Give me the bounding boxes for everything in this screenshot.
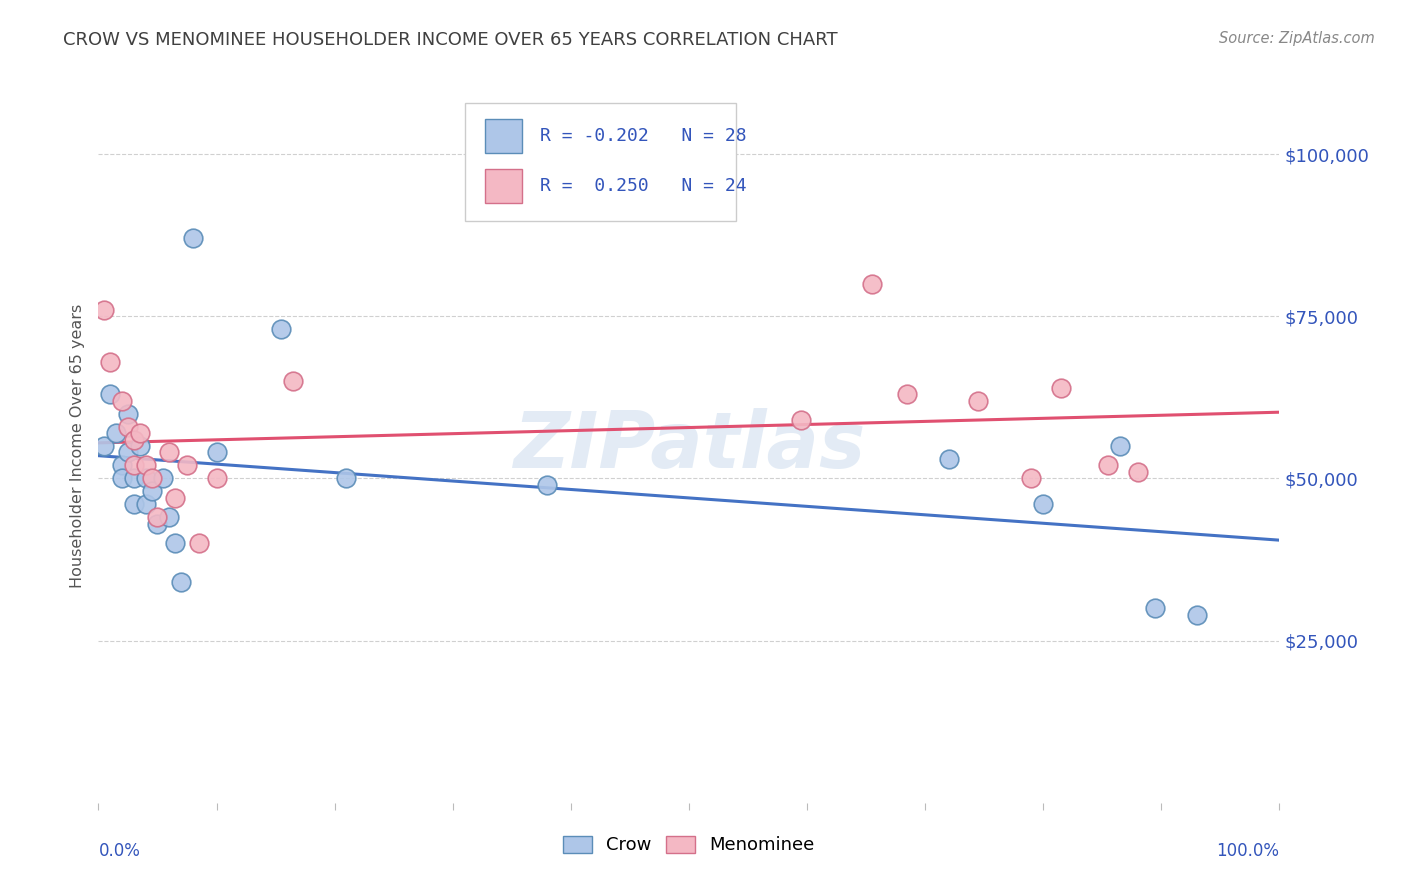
Point	[111, 471, 134, 485]
Point	[146, 510, 169, 524]
Legend: Crow, Menominee: Crow, Menominee	[555, 829, 823, 862]
Point	[967, 393, 990, 408]
Point	[187, 536, 209, 550]
Point	[98, 387, 121, 401]
Point	[111, 393, 134, 408]
Point	[117, 419, 139, 434]
Point	[181, 231, 204, 245]
Point	[128, 425, 150, 440]
Point	[93, 302, 115, 317]
Text: ZIPatlas: ZIPatlas	[513, 408, 865, 484]
Point	[122, 497, 145, 511]
Point	[135, 497, 157, 511]
Text: 0.0%: 0.0%	[98, 842, 141, 860]
Point	[860, 277, 883, 291]
Point	[896, 387, 918, 401]
Text: Source: ZipAtlas.com: Source: ZipAtlas.com	[1219, 31, 1375, 46]
Point	[1021, 471, 1043, 485]
Point	[1144, 601, 1167, 615]
Bar	[485, 120, 523, 153]
Point	[1109, 439, 1132, 453]
Point	[93, 439, 115, 453]
Point	[135, 471, 157, 485]
Text: 100.0%: 100.0%	[1216, 842, 1279, 860]
Point	[122, 471, 145, 485]
Point	[176, 458, 198, 473]
Point	[283, 374, 305, 388]
Point	[205, 445, 228, 459]
Text: R = -0.202   N = 28: R = -0.202 N = 28	[540, 128, 747, 145]
Point	[98, 354, 121, 368]
Point	[938, 452, 960, 467]
Point	[165, 536, 187, 550]
Point	[146, 516, 169, 531]
Point	[165, 491, 187, 505]
FancyBboxPatch shape	[464, 103, 737, 221]
Point	[1050, 381, 1073, 395]
Point	[152, 471, 174, 485]
Point	[1126, 465, 1149, 479]
Point	[790, 413, 813, 427]
Point	[117, 445, 139, 459]
Text: R =  0.250   N = 24: R = 0.250 N = 24	[540, 178, 747, 195]
Point	[205, 471, 228, 485]
Point	[141, 471, 163, 485]
Point	[122, 433, 145, 447]
Bar	[485, 169, 523, 203]
Point	[105, 425, 128, 440]
Point	[128, 439, 150, 453]
Text: CROW VS MENOMINEE HOUSEHOLDER INCOME OVER 65 YEARS CORRELATION CHART: CROW VS MENOMINEE HOUSEHOLDER INCOME OVE…	[63, 31, 838, 49]
Point	[111, 458, 134, 473]
Point	[1032, 497, 1054, 511]
Point	[135, 458, 157, 473]
Point	[335, 471, 357, 485]
Point	[157, 445, 180, 459]
Point	[157, 510, 180, 524]
Point	[170, 575, 193, 590]
Point	[1185, 607, 1208, 622]
Point	[122, 458, 145, 473]
Point	[141, 484, 163, 499]
Point	[536, 478, 558, 492]
Point	[270, 322, 292, 336]
Point	[117, 407, 139, 421]
Y-axis label: Householder Income Over 65 years: Householder Income Over 65 years	[70, 304, 86, 588]
Point	[1097, 458, 1119, 473]
